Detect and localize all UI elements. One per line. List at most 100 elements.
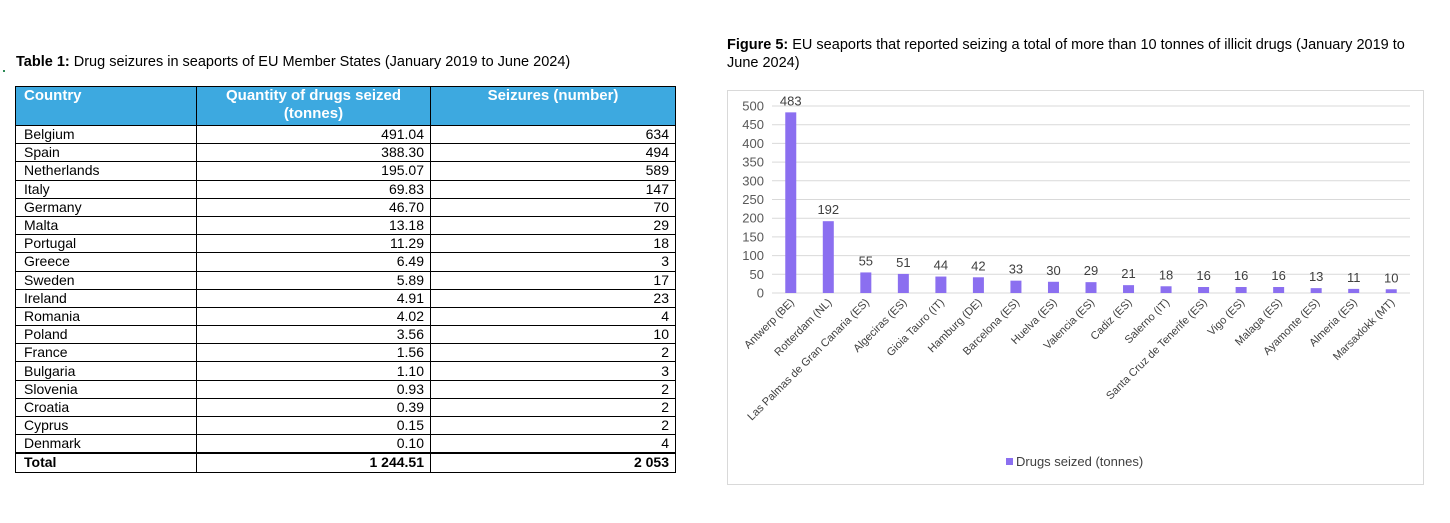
legend-swatch (1006, 458, 1013, 465)
y-tick-label: 350 (742, 155, 764, 170)
bar-value-label: 18 (1159, 267, 1173, 282)
total-quantity-cell: 1 244.51 (196, 452, 431, 473)
quantity-cell: 4.91 (196, 288, 431, 308)
header-country: Country (15, 86, 197, 126)
bar-value-label: 10 (1384, 270, 1398, 285)
bar (972, 277, 984, 293)
y-tick-label: 200 (742, 211, 764, 226)
bar (1310, 288, 1322, 293)
bar-value-label: 33 (1009, 262, 1023, 277)
country-cell: Bulgaria (15, 361, 197, 381)
bar (935, 276, 947, 293)
y-tick-label: 250 (742, 192, 764, 207)
total-label-cell: Total (15, 452, 197, 473)
table-row: Cyprus 0.15 2 (15, 415, 676, 436)
table-row: Romania 4.02 4 (15, 306, 676, 327)
seizures-cell: 634 (430, 124, 676, 145)
country-cell: Slovenia (15, 379, 197, 399)
table-row: France 1.56 2 (15, 343, 676, 363)
quantity-cell: 0.15 (196, 415, 431, 436)
bar (860, 272, 872, 293)
table-row: Bulgaria 1.10 3 (15, 361, 676, 381)
bar (1085, 282, 1097, 293)
bar-value-label: 16 (1271, 268, 1285, 283)
drug-seizures-table: Country Quantity of drugs seized (tonnes… (15, 86, 676, 473)
seizures-cell: 2 (430, 415, 676, 436)
bar (1010, 280, 1022, 293)
chart-frame (727, 90, 1424, 485)
header-quantity: Quantity of drugs seized (tonnes) (196, 86, 431, 126)
legend-label: Drugs seized (tonnes) (1016, 454, 1143, 469)
quantity-cell: 1.10 (196, 361, 431, 381)
country-cell: Croatia (15, 397, 197, 418)
y-tick-label: 300 (742, 173, 764, 188)
bar (1198, 287, 1210, 293)
y-tick-label: 100 (742, 248, 764, 263)
y-tick-label: 0 (757, 286, 764, 301)
bar (1348, 288, 1360, 293)
table-row: Sweden 5.89 17 (15, 270, 676, 290)
quantity-cell: 13.18 (196, 215, 431, 236)
quantity-cell: 0.93 (196, 379, 431, 399)
y-tick-label: 50 (750, 267, 764, 282)
bar (785, 112, 797, 293)
seizures-cell: 2 (430, 343, 676, 363)
table-row: Germany 46.70 70 (15, 197, 676, 217)
country-cell: Ireland (15, 288, 197, 308)
table-caption-label: Table 1: (16, 54, 70, 70)
bar (897, 273, 909, 293)
country-cell: Romania (15, 306, 197, 327)
bar-value-label: 29 (1084, 263, 1098, 278)
country-cell: France (15, 343, 197, 363)
table-row: Croatia 0.39 2 (15, 397, 676, 418)
header-seizures: Seizures (number) (430, 86, 676, 126)
figure-caption-text: EU seaports that reported seizing a tota… (727, 37, 1405, 71)
table-row: Poland 3.56 10 (15, 325, 676, 345)
quantity-cell: 6.49 (196, 252, 431, 272)
table-row: Greece 6.49 3 (15, 252, 676, 272)
bar (1235, 287, 1247, 293)
table-row: Netherlands 195.07 589 (15, 161, 676, 181)
bar-value-label: 16 (1196, 268, 1210, 283)
quantity-cell: 69.83 (196, 179, 431, 199)
seizures-cell: 2 (430, 379, 676, 399)
quantity-cell: 3.56 (196, 325, 431, 345)
y-tick-label: 400 (742, 136, 764, 151)
quantity-cell: 46.70 (196, 197, 431, 217)
seizures-cell: 3 (430, 252, 676, 272)
figure-caption: Figure 5: EU seaports that reported seiz… (727, 36, 1427, 72)
bar-value-label: 30 (1046, 263, 1060, 278)
y-tick-label: 450 (742, 117, 764, 132)
total-seizures-cell: 2 053 (430, 452, 676, 473)
bar-value-label: 51 (896, 255, 910, 270)
seizures-cell: 147 (430, 179, 676, 199)
country-cell: Cyprus (15, 415, 197, 436)
table-row: Italy 69.83 147 (15, 179, 676, 199)
bar (1123, 285, 1135, 293)
bar-value-label: 483 (780, 93, 802, 108)
table-caption: Table 1: Drug seizures in seaports of EU… (16, 54, 570, 70)
quantity-cell: 0.39 (196, 397, 431, 418)
bar-value-label: 16 (1234, 268, 1248, 283)
table-caption-text: Drug seizures in seaports of EU Member S… (69, 54, 571, 70)
table-header-row: Country Quantity of drugs seized (tonnes… (15, 86, 676, 126)
table-row: Spain 388.30 494 (15, 143, 676, 163)
table-total-row: Total 1 244.51 2 053 (15, 452, 676, 473)
table-row: Denmark 0.10 4 (15, 434, 676, 454)
table-row: Slovenia 0.93 2 (15, 379, 676, 399)
table-row: Portugal 11.29 18 (15, 234, 676, 254)
table-row: Ireland 4.91 23 (15, 288, 676, 308)
bar (1273, 287, 1285, 293)
seizures-cell: 17 (430, 270, 676, 290)
y-tick-label: 500 (742, 99, 764, 114)
bar-value-label: 42 (971, 258, 985, 273)
quantity-cell: 4.02 (196, 306, 431, 327)
decorative-dot (3, 70, 5, 72)
quantity-cell: 195.07 (196, 161, 431, 181)
table-body: Belgium 491.04 634 Spain 388.30 494 Netherland… (15, 124, 676, 473)
seizures-cell: 4 (430, 306, 676, 327)
seizures-cell: 3 (430, 361, 676, 381)
country-cell: Greece (15, 252, 197, 272)
figure-caption-label: Figure 5: (727, 37, 789, 53)
seizures-cell: 2 (430, 397, 676, 418)
